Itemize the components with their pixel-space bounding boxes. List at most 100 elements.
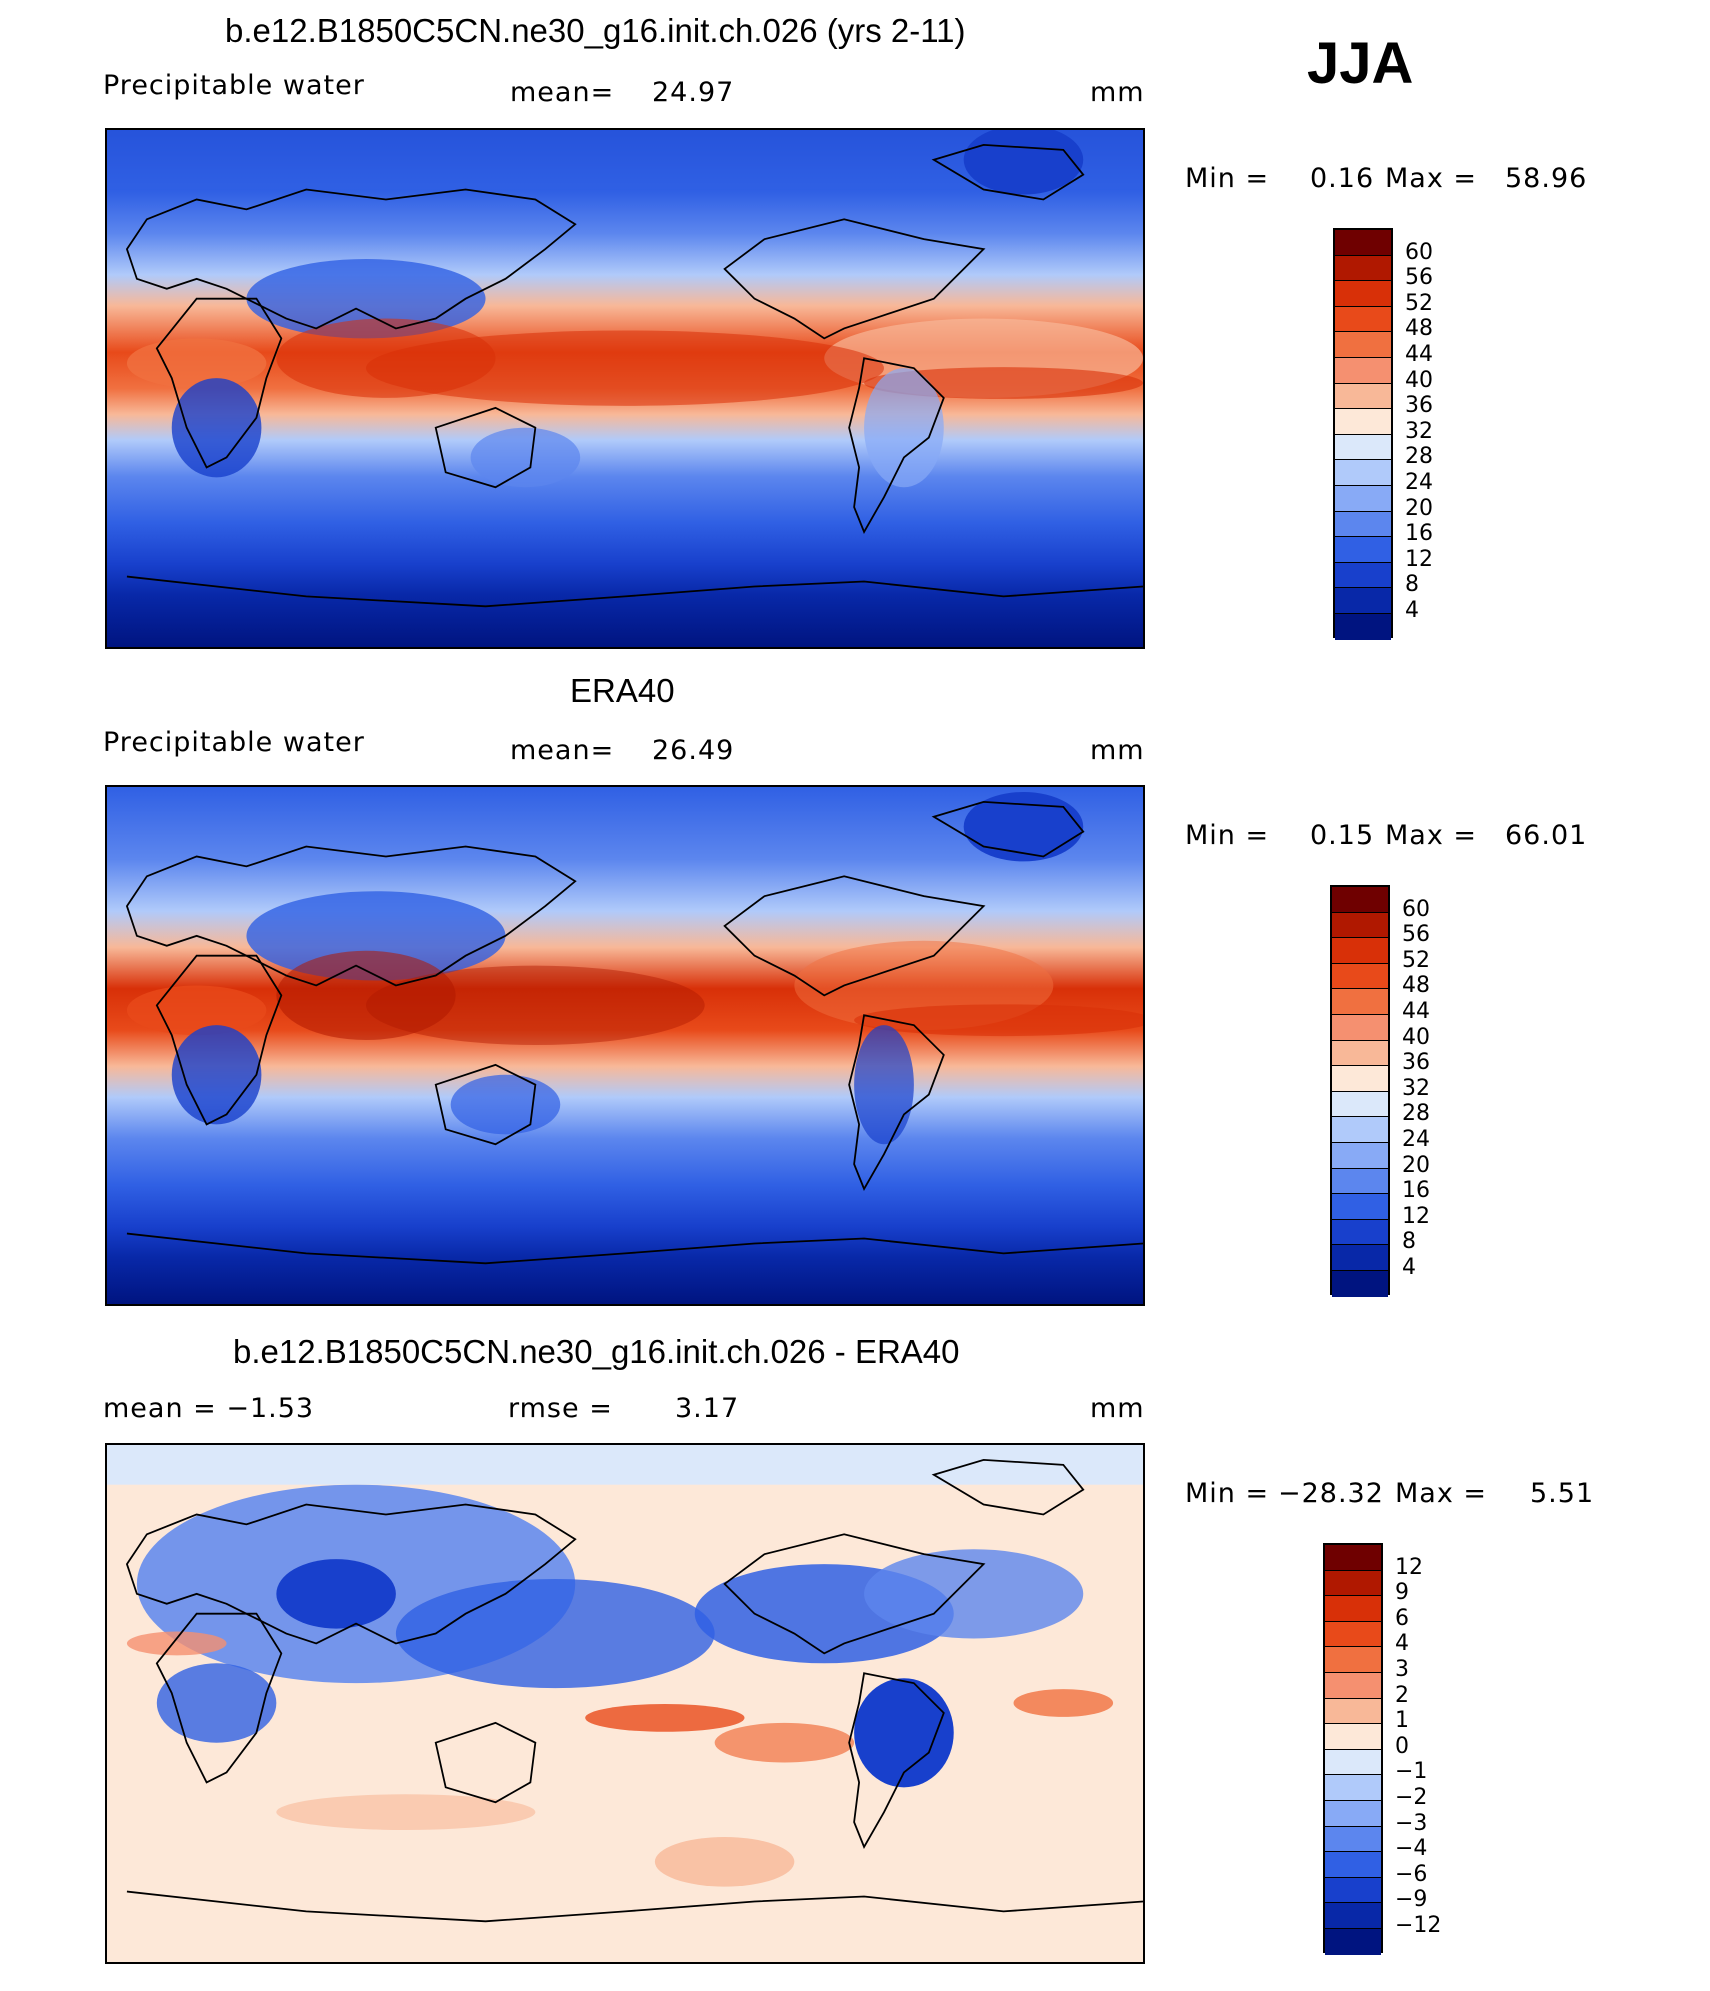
colorbar-swatch [1335, 434, 1391, 461]
colorbar-swatch [1325, 1903, 1381, 1929]
colorbar-tick-label: 44 [1405, 342, 1433, 367]
colorbar-tick-label: 60 [1402, 896, 1430, 922]
colorbar-swatch [1335, 306, 1391, 333]
panel3-max-value: 5.51 [1530, 1478, 1595, 1509]
colorbar-swatch [1332, 887, 1388, 913]
colorbar-swatch [1332, 963, 1388, 990]
panel1-max-label: Max = [1385, 163, 1478, 194]
panel3-colorbar [1323, 1543, 1383, 1955]
panel3-max-label: Max = [1395, 1478, 1488, 1509]
colorbar-tick-label: 24 [1402, 1127, 1430, 1152]
colorbar-swatch [1332, 912, 1388, 939]
colorbar-tick-label: 4 [1405, 598, 1419, 623]
panel1-units: mm [1090, 77, 1145, 108]
colorbar-swatch [1335, 537, 1391, 563]
colorbar-tick-label: 2 [1395, 1682, 1409, 1708]
colorbar-swatch [1325, 1775, 1381, 1801]
panel2-title: ERA40 [570, 672, 675, 709]
colorbar-tick-label: 24 [1405, 470, 1433, 495]
colorbar-tick-label: 32 [1402, 1075, 1430, 1101]
colorbar-swatch [1332, 1066, 1388, 1092]
colorbar-swatch [1332, 1117, 1388, 1143]
colorbar-swatch [1332, 1091, 1388, 1118]
colorbar-tick-label: 36 [1405, 393, 1433, 419]
colorbar-swatch [1325, 1672, 1381, 1699]
colorbar-swatch [1332, 938, 1388, 964]
colorbar-swatch [1325, 1800, 1381, 1827]
panel3-rmse-value: 3.17 [675, 1393, 740, 1424]
colorbar-swatch [1335, 255, 1391, 282]
colorbar-swatch [1332, 1245, 1388, 1271]
colorbar-tick-label: 36 [1402, 1050, 1430, 1076]
colorbar-tick-label: 0 [1395, 1733, 1409, 1759]
colorbar-tick-label: −1 [1395, 1759, 1428, 1785]
colorbar-swatch [1335, 230, 1391, 256]
colorbar-tick-label: 20 [1402, 1152, 1430, 1178]
colorbar-swatch [1335, 332, 1391, 358]
colorbar-swatch [1325, 1570, 1381, 1597]
panel3-mean-text: mean = −1.53 [103, 1393, 315, 1424]
colorbar-swatch [1335, 511, 1391, 538]
panel2-max-label: Max = [1385, 820, 1478, 851]
colorbar-tick-label: 12 [1395, 1554, 1423, 1580]
panel1-mean-value: 24.97 [652, 77, 735, 108]
colorbar-tick-label: 4 [1395, 1631, 1409, 1657]
panel2-units: mm [1090, 735, 1145, 766]
colorbar-swatch [1335, 357, 1391, 384]
panel2-map [105, 785, 1145, 1306]
colorbar-tick-label: 8 [1402, 1229, 1416, 1255]
panel1-mean-label: mean= [510, 77, 615, 108]
colorbar-swatch [1335, 485, 1391, 512]
season-label: JJA [1307, 31, 1414, 96]
panel1-max-value: 58.96 [1505, 163, 1588, 194]
panel1-min-value: 0.16 [1310, 163, 1375, 194]
colorbar-tick-label: 60 [1405, 239, 1433, 265]
colorbar-swatch [1332, 1014, 1388, 1041]
colorbar-tick-label: 32 [1405, 418, 1433, 444]
colorbar-tick-label: 56 [1402, 922, 1430, 948]
colorbar-tick-label: 20 [1405, 495, 1433, 521]
colorbar-tick-label: 8 [1405, 572, 1419, 598]
colorbar-swatch [1332, 989, 1388, 1015]
colorbar-tick-label: 40 [1405, 367, 1433, 393]
colorbar-tick-label: 56 [1405, 265, 1433, 291]
colorbar-swatch [1335, 460, 1391, 486]
panel3-units: mm [1090, 1393, 1145, 1424]
colorbar-tick-label: 12 [1405, 546, 1433, 572]
colorbar-tick-label: 6 [1395, 1605, 1409, 1631]
colorbar-tick-label: 48 [1402, 973, 1430, 999]
colorbar-swatch [1325, 1621, 1381, 1648]
panel1-variable-label: Precipitable water [103, 70, 365, 101]
panel1-map [105, 128, 1145, 649]
colorbar-swatch [1335, 613, 1391, 640]
panel3-rmse-label: rmse = [508, 1393, 613, 1424]
colorbar-tick-label: 12 [1402, 1203, 1430, 1229]
colorbar-swatch [1335, 281, 1391, 307]
colorbar-tick-label: 48 [1405, 316, 1433, 342]
panel3-min-value: −28.32 [1278, 1478, 1384, 1509]
panel2-mean-label: mean= [510, 735, 615, 766]
colorbar-tick-label: 52 [1405, 290, 1433, 316]
colorbar-swatch [1325, 1928, 1381, 1955]
colorbar-tick-label: 52 [1402, 947, 1430, 973]
colorbar-tick-label: 4 [1402, 1255, 1416, 1280]
colorbar-tick-label: −2 [1395, 1785, 1428, 1810]
colorbar-tick-label: −6 [1395, 1861, 1428, 1887]
colorbar-tick-label: −12 [1395, 1913, 1442, 1938]
panel2-colorbar [1330, 885, 1390, 1297]
colorbar-tick-label: 9 [1395, 1580, 1409, 1606]
colorbar-swatch [1332, 1142, 1388, 1169]
panel1-title: b.e12.B1850C5CN.ne30_g16.init.ch.026 (yr… [225, 12, 966, 49]
panel3-title: b.e12.B1850C5CN.ne30_g16.init.ch.026 - E… [233, 1333, 960, 1370]
colorbar-swatch [1332, 1270, 1388, 1297]
panel2-max-value: 66.01 [1505, 820, 1588, 851]
panel1-colorbar [1333, 228, 1393, 640]
colorbar-swatch [1332, 1194, 1388, 1220]
panel2-min-value: 0.15 [1310, 820, 1375, 851]
colorbar-tick-label: −3 [1395, 1810, 1428, 1836]
colorbar-swatch [1325, 1852, 1381, 1878]
colorbar-tick-label: 28 [1405, 444, 1433, 470]
panel3-map [105, 1443, 1145, 1964]
panel1-min-label: Min = [1185, 163, 1270, 194]
colorbar-swatch [1335, 383, 1391, 410]
